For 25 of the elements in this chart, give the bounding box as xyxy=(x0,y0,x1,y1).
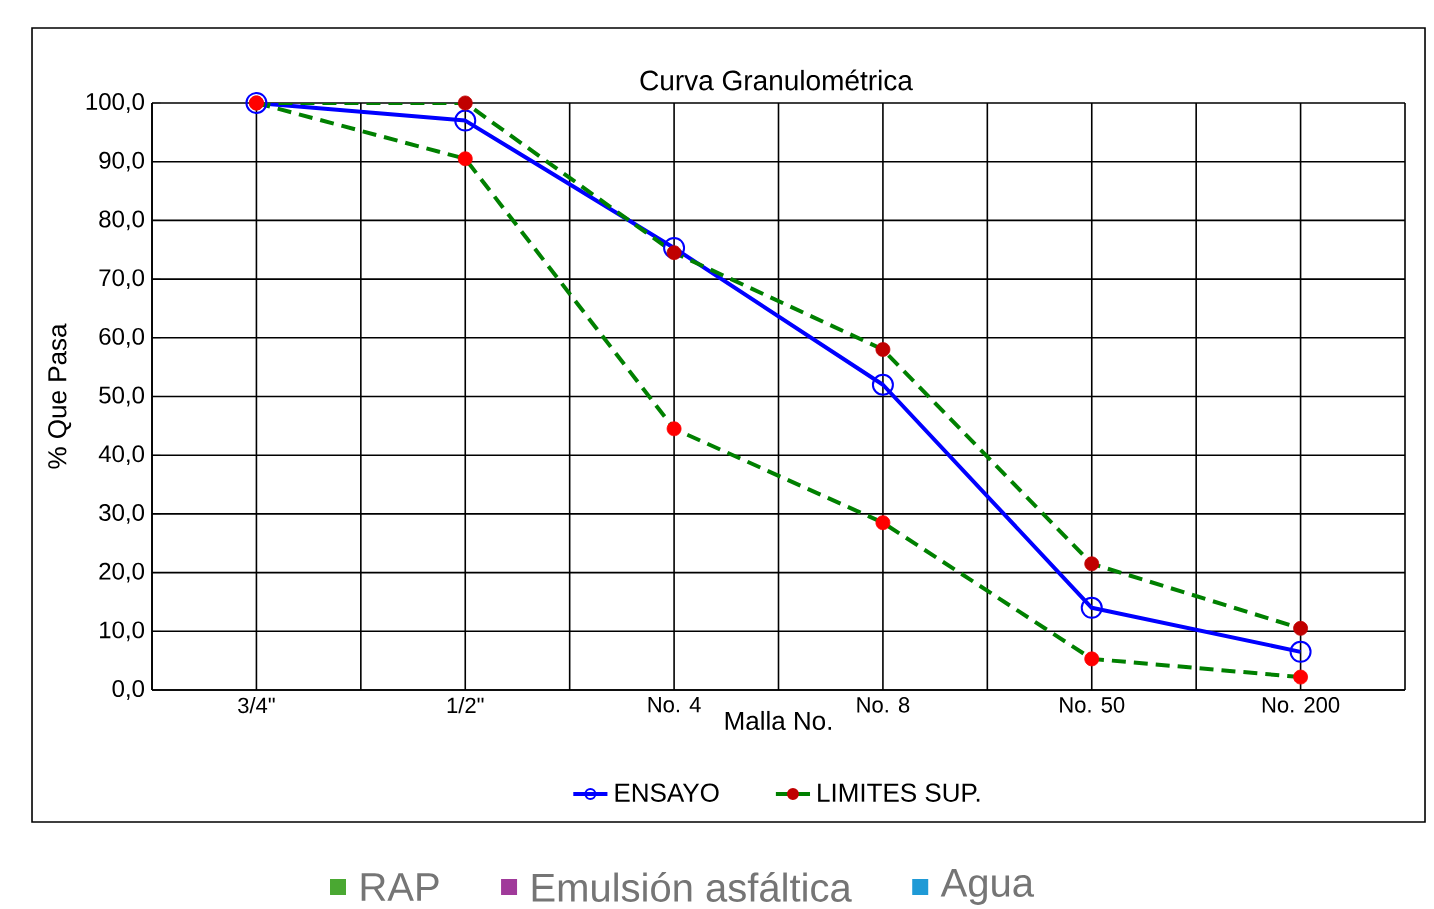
legend-label: Emulsión asfáltica xyxy=(532,872,852,902)
y-tick-label: 10,0 xyxy=(100,621,145,642)
y-tick-label: 0,0 xyxy=(112,680,145,700)
x-tick-label: No. 50 xyxy=(1060,697,1125,713)
y-tick-label: 100,0 xyxy=(86,93,145,113)
y-tick-label: 90,0 xyxy=(99,151,145,172)
x-axis-title: Malla No. xyxy=(725,710,831,731)
legend-label: RAP xyxy=(361,873,439,901)
y-tick-label: 50,0 xyxy=(99,386,145,407)
legend-label: Agua xyxy=(940,869,1035,905)
y-tick-label: 30,0 xyxy=(99,503,145,524)
legend-label: LIMITES SUP. xyxy=(818,783,980,802)
legend-label: ENSAYO xyxy=(615,783,719,802)
y-tick-label: 40,0 xyxy=(98,445,145,466)
y-tick-label: 20,0 xyxy=(99,562,145,583)
y-tick-label: 80,0 xyxy=(99,210,145,231)
y-tick-label: 70,0 xyxy=(99,269,145,289)
chart-title: Curva Granulométrica xyxy=(640,69,913,91)
x-tick-label: No. 200 xyxy=(1262,697,1340,713)
x-tick-label: No. 8 xyxy=(857,697,910,713)
y-axis-title: % Que Pasa xyxy=(48,323,72,469)
y-tick-label: 60,0 xyxy=(99,327,145,348)
x-tick-label: 3/4" xyxy=(238,697,275,714)
x-tick-label: No. 4 xyxy=(648,697,701,713)
x-tick-label: 1/2" xyxy=(447,697,484,714)
